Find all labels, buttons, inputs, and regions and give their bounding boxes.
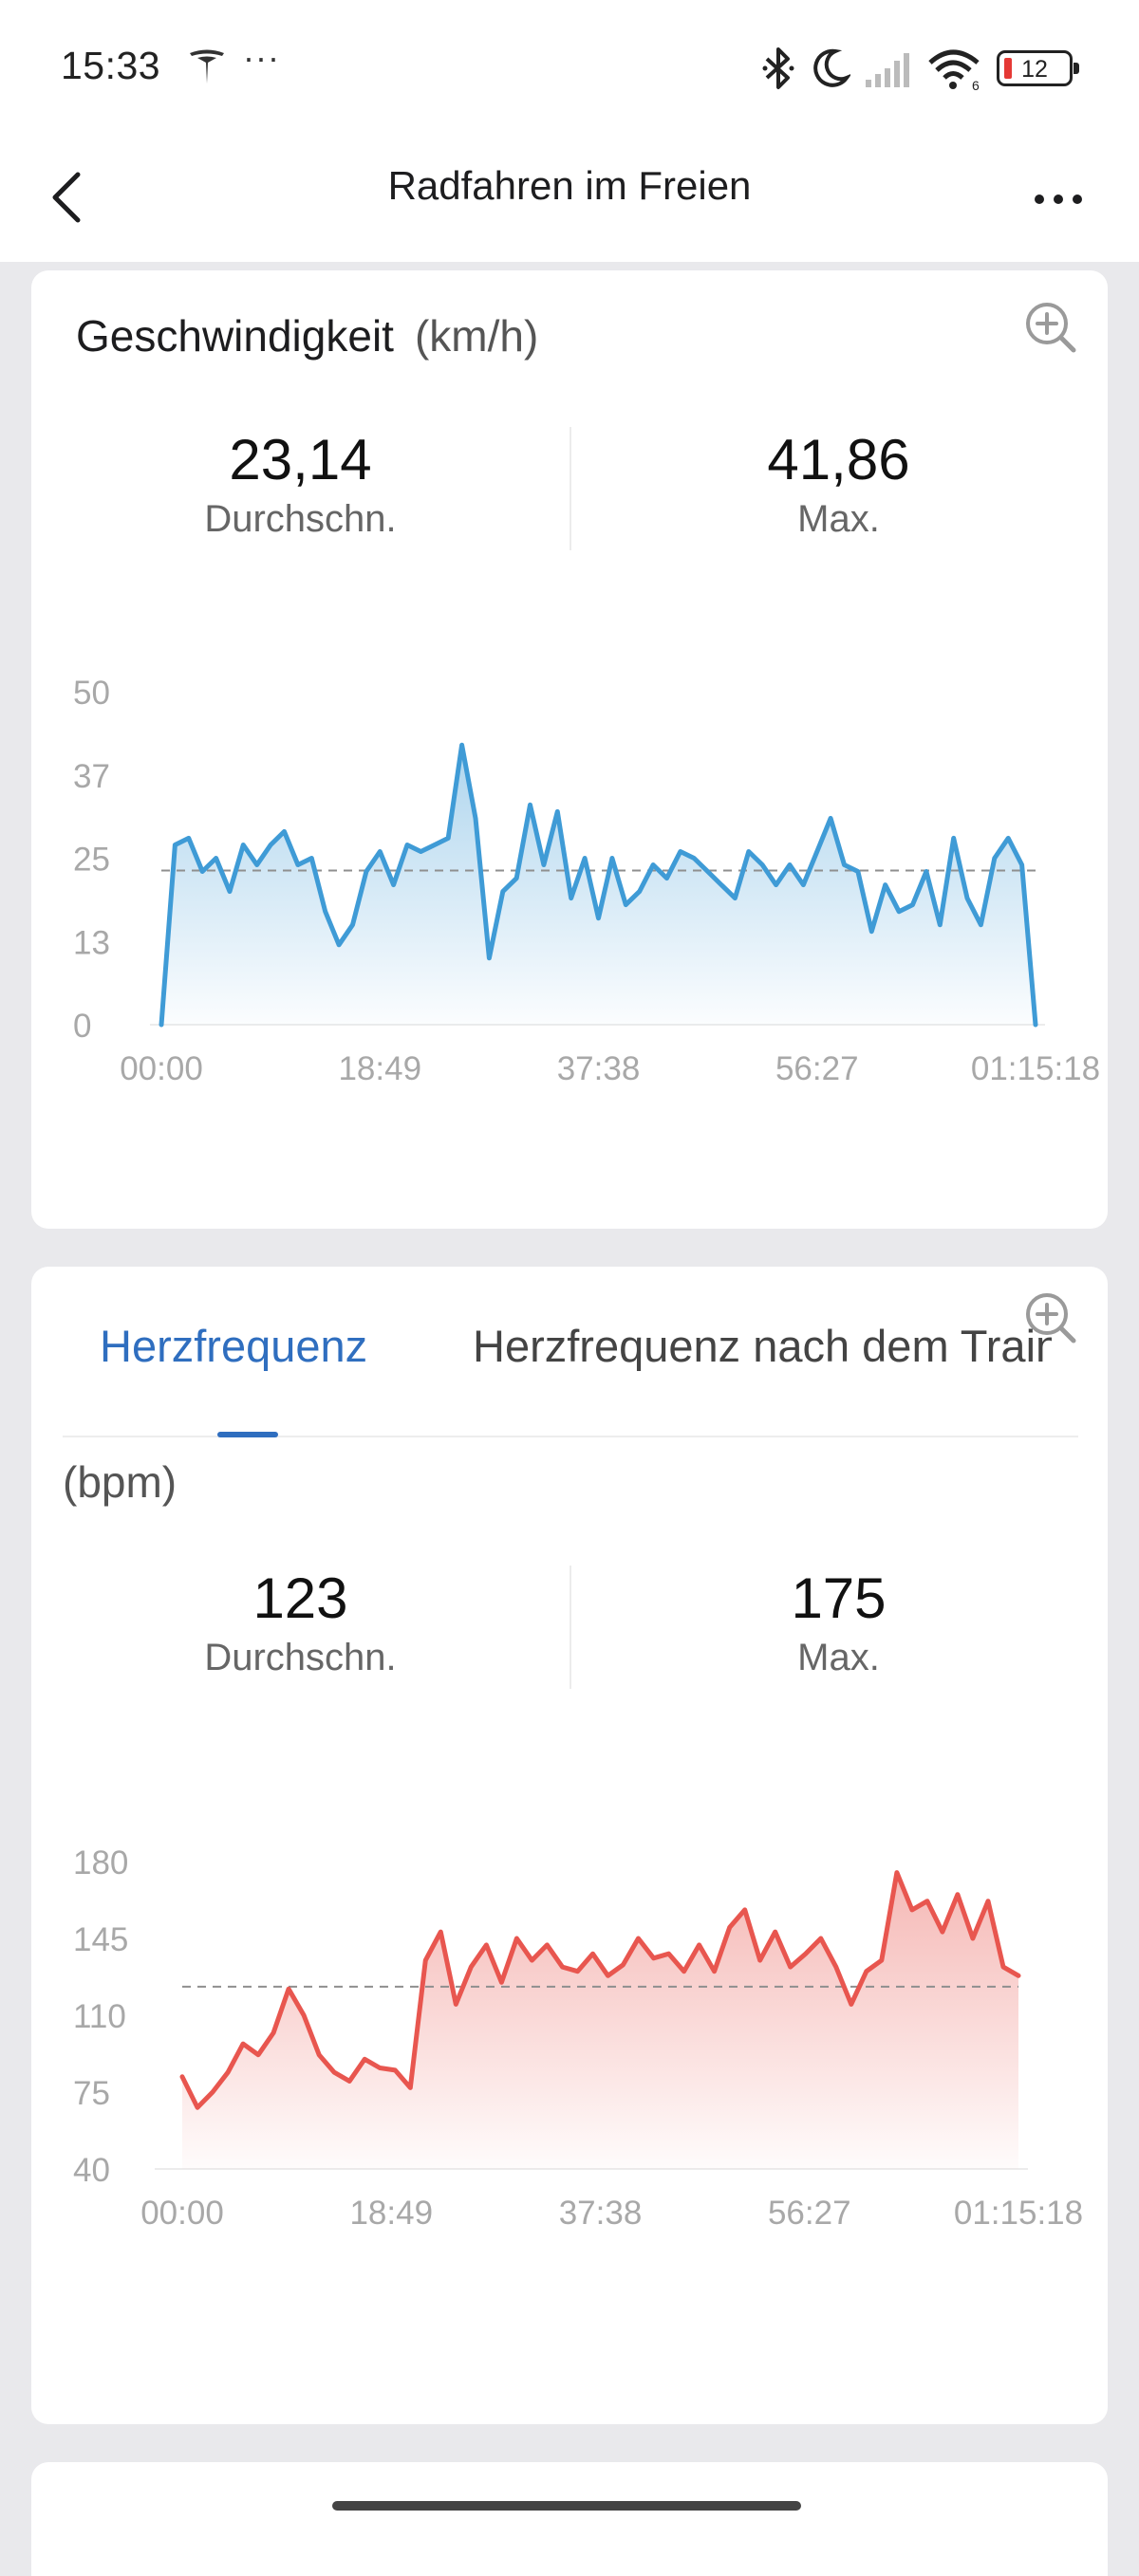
x-tick-label: 56:27 <box>768 2195 851 2232</box>
next-card <box>31 2462 1108 2576</box>
speed-chart: 50 37 25 13 0 00:00 18:49 37:38 56:27 01:15:18 <box>73 675 1100 1086</box>
more-button[interactable] <box>1025 171 1092 228</box>
status-more-dots: ··· <box>243 38 280 77</box>
status-time: 15:33 <box>61 44 161 87</box>
y-tick-label: 75 <box>73 2075 110 2112</box>
heart-rate-chart: 180 145 110 75 40 00:00 18:49 37:38 56:27 01:15:1… <box>73 1844 1083 2232</box>
app-header: Radfahren im Freien <box>0 142 1139 262</box>
zoom-in-icon[interactable] <box>1022 1289 1079 1346</box>
hr-avg-label: Durchschn. <box>204 1637 397 1678</box>
tab-post-training-heart-rate[interactable]: Herzfrequenz nach dem Training <box>473 1321 1052 1371</box>
hr-stats: 123 Durchschn. 175 Max. <box>31 1566 1108 1698</box>
x-tick-label: 01:15:18 <box>954 2195 1083 2232</box>
wifi-icon: 6 <box>928 49 980 91</box>
hr-tabs: Herzfrequenz Herzfrequenz nach dem Train… <box>63 1267 1078 1437</box>
heart-rate-card: Herzfrequenz Herzfrequenz nach dem Train… <box>31 1267 1108 2424</box>
speed-card: Geschwindigkeit (km/h) 23,14 Durchschn. 4… <box>31 270 1108 1229</box>
tab-indicator <box>217 1432 278 1437</box>
battery-icon: 12 <box>997 50 1079 86</box>
stat-divider <box>570 427 571 550</box>
hr-avg-value: 123 <box>252 1566 348 1630</box>
svg-text:6: 6 <box>972 78 980 91</box>
speed-max-label: Max. <box>797 498 880 540</box>
series-area <box>182 1872 1018 2169</box>
home-indicator[interactable] <box>332 2501 801 2511</box>
speed-avg-label: Durchschn. <box>204 498 397 540</box>
more-horizontal-icon <box>1035 195 1082 204</box>
series-area <box>161 745 1036 1025</box>
tesla-icon <box>190 49 224 83</box>
y-tick-label: 25 <box>73 842 110 879</box>
signal-icon <box>866 53 909 87</box>
y-tick-label: 0 <box>73 1008 91 1045</box>
hr-max-label: Max. <box>797 1637 880 1678</box>
x-tick-label: 18:49 <box>338 1050 421 1086</box>
speed-avg-stat: 23,14 Durchschn. <box>31 427 570 560</box>
x-tick-label: 18:49 <box>349 2195 433 2232</box>
status-icons: 6 12 <box>759 42 1079 95</box>
hr-unit-label: (bpm) <box>63 1457 177 1507</box>
x-tick-label: 37:38 <box>557 1050 641 1086</box>
stat-divider <box>570 1566 571 1689</box>
x-tick-label: 00:00 <box>120 1050 203 1086</box>
y-tick-label: 180 <box>73 1844 128 1881</box>
series-line <box>159 742 1038 1028</box>
speed-card-title: Geschwindigkeit (km/h) <box>76 310 538 361</box>
speed-max-value: 41,86 <box>767 428 910 491</box>
series-line <box>179 1870 1021 2110</box>
speed-avg-value: 23,14 <box>229 428 372 491</box>
speed-unit-label: (km/h) <box>414 311 539 361</box>
y-tick-label: 50 <box>73 675 110 712</box>
moon-icon <box>813 48 850 87</box>
speed-stats: 23,14 Durchschn. 41,86 Max. <box>31 427 1108 560</box>
x-tick-label: 01:15:18 <box>971 1050 1100 1086</box>
hr-avg-stat: 123 Durchschn. <box>31 1566 570 1698</box>
y-tick-label: 145 <box>73 1921 128 1958</box>
tab-heart-rate[interactable]: Herzfrequenz <box>100 1321 368 1371</box>
status-bar: 15:33 ··· 6 12 <box>0 0 1139 142</box>
speed-max-stat: 41,86 Max. <box>570 427 1108 560</box>
back-button[interactable] <box>47 159 104 235</box>
y-tick-label: 110 <box>73 1998 126 2035</box>
y-tick-label: 13 <box>73 924 110 961</box>
bluetooth-icon <box>762 47 794 89</box>
x-tick-label: 37:38 <box>559 2195 643 2232</box>
chevron-left-icon <box>52 172 81 223</box>
x-tick-label: 56:27 <box>775 1050 859 1086</box>
y-tick-label: 40 <box>73 2152 110 2189</box>
hr-max-value: 175 <box>791 1566 887 1630</box>
hr-max-stat: 175 Max. <box>570 1566 1108 1698</box>
y-tick-label: 37 <box>73 758 110 795</box>
speed-title-label: Geschwindigkeit <box>76 311 394 361</box>
page-title: Radfahren im Freien <box>387 163 752 208</box>
x-tick-label: 00:00 <box>140 2195 224 2232</box>
battery-level: 12 <box>1021 56 1048 83</box>
zoom-in-icon[interactable] <box>1022 299 1079 356</box>
